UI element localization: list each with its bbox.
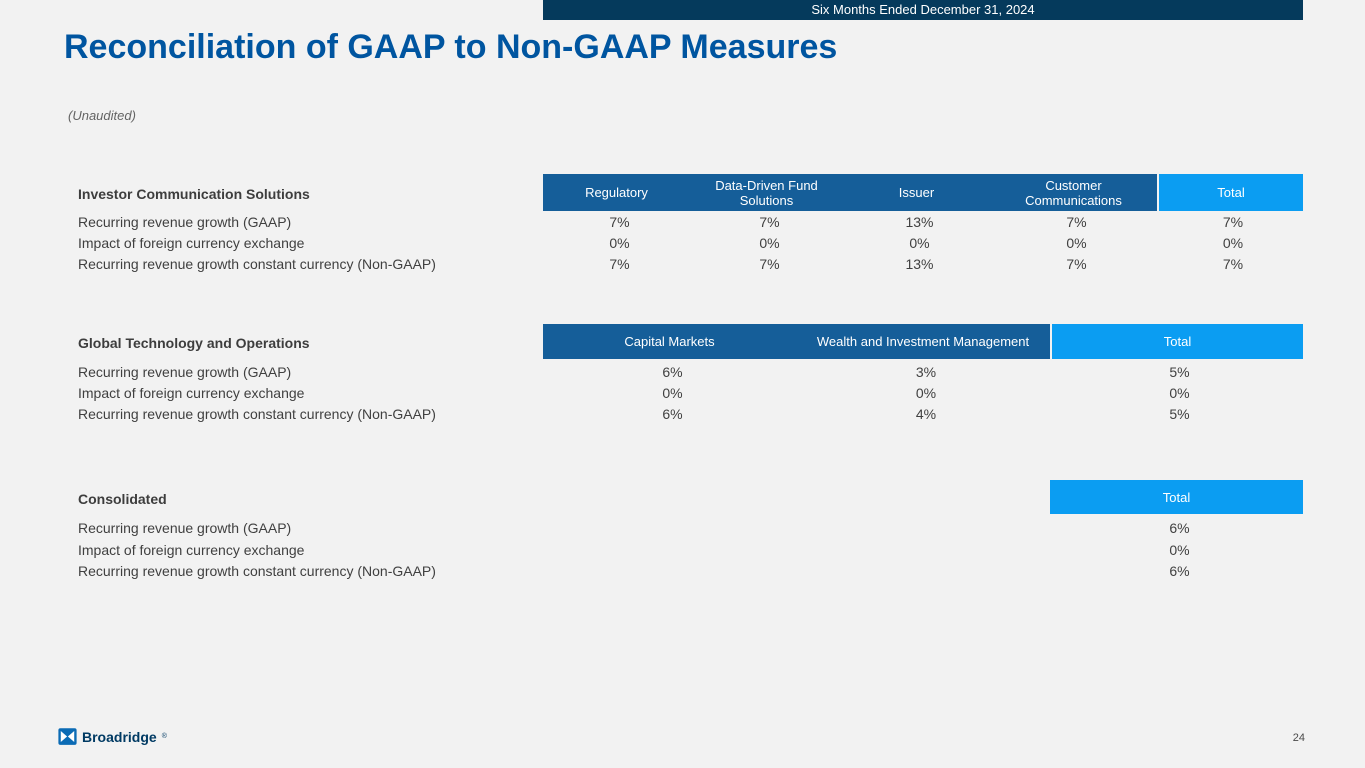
cell-value: 7%: [1066, 213, 1087, 230]
cell-value: 0%: [609, 234, 630, 251]
column-header-total: Total: [1159, 174, 1303, 211]
row-label: Recurring revenue growth (GAAP): [78, 519, 292, 536]
cell-value: 0%: [759, 234, 780, 251]
registered-mark: ®: [161, 733, 167, 740]
table-row: Recurring revenue growth constant curren…: [78, 403, 1303, 424]
table1-period-band: Six Months Ended December 31, 2024: [543, 0, 1303, 20]
row-label: Recurring revenue growth constant curren…: [78, 405, 436, 422]
cell-value: 7%: [1222, 213, 1244, 230]
cell-value: 7%: [1222, 255, 1244, 272]
cell-value: 13%: [905, 255, 934, 272]
cell-value: 6%: [662, 363, 683, 380]
cell-value: 0%: [1169, 384, 1190, 401]
cell-value: 0%: [1169, 541, 1190, 558]
row-label: Recurring revenue growth (GAAP): [78, 213, 292, 230]
column-header-regulatory: Regulatory: [543, 174, 690, 211]
cell-value: 7%: [759, 213, 780, 230]
table-row: Impact of foreign currency exchange 0% 0…: [78, 382, 1303, 403]
table1-header-row: Regulatory Data-Driven Fund Solutions Is…: [543, 174, 1303, 211]
table2-header-row: Capital Markets Wealth and Investment Ma…: [543, 324, 1303, 359]
table3-header-row: Total: [1050, 480, 1303, 514]
column-header-total: Total: [1050, 480, 1303, 514]
cell-value: 5%: [1169, 405, 1190, 422]
cell-value: 0%: [1222, 234, 1244, 251]
row-label: Recurring revenue growth (GAAP): [78, 363, 292, 380]
table-row: Recurring revenue growth constant curren…: [78, 253, 1303, 274]
table-row: Recurring revenue growth (GAAP) 7% 7% 13…: [78, 211, 1303, 232]
cell-value: 7%: [1066, 255, 1087, 272]
cell-value: 7%: [609, 213, 630, 230]
cell-value: 5%: [1169, 363, 1190, 380]
table-row: Impact of foreign currency exchange 0% 0…: [78, 232, 1303, 253]
cell-value: 13%: [905, 213, 934, 230]
cell-value: 6%: [1169, 519, 1190, 536]
table-row: Recurring revenue growth (GAAP) 6% 3% 5%: [78, 361, 1303, 382]
cell-value: 0%: [1066, 234, 1087, 251]
cell-value: 0%: [915, 384, 937, 401]
broadridge-logo: Broadridge ®: [58, 727, 167, 746]
column-header-issuer: Issuer: [843, 174, 990, 211]
row-label: Impact of foreign currency exchange: [78, 541, 305, 558]
row-label: Recurring revenue growth constant curren…: [78, 562, 436, 579]
table-row: Impact of foreign currency exchange 0%: [78, 539, 1303, 560]
unaudited-note: (Unaudited): [68, 108, 136, 123]
table-row: Recurring revenue growth (GAAP) 6%: [78, 517, 1303, 538]
cell-value: 6%: [662, 405, 683, 422]
cell-value: 0%: [909, 234, 930, 251]
section-label-global-technology-and-operations: Global Technology and Operations: [78, 335, 310, 351]
row-label: Impact of foreign currency exchange: [78, 234, 305, 251]
section-label-investor-communication-solutions: Investor Communication Solutions: [78, 186, 310, 202]
cell-value: 0%: [662, 384, 683, 401]
column-header-customer-communications: Customer Communications: [990, 174, 1157, 211]
cell-value: 3%: [915, 363, 937, 380]
cell-value: 6%: [1169, 562, 1190, 579]
column-header-total: Total: [1052, 324, 1303, 359]
row-label: Impact of foreign currency exchange: [78, 384, 305, 401]
section-label-consolidated: Consolidated: [78, 491, 167, 507]
broadridge-logo-icon: [58, 728, 77, 745]
table-row: Recurring revenue growth constant curren…: [78, 560, 1303, 581]
column-header-data-driven-fund-solutions: Data-Driven Fund Solutions: [690, 174, 843, 211]
cell-value: 4%: [915, 405, 937, 422]
broadridge-logo-text: Broadridge: [82, 728, 157, 745]
page-number: 24: [1292, 732, 1305, 744]
column-header-wealth-and-investment-management: Wealth and Investment Management: [796, 324, 1050, 359]
column-header-capital-markets: Capital Markets: [543, 324, 796, 359]
page-title: Reconciliation of GAAP to Non-GAAP Measu…: [64, 28, 838, 66]
cell-value: 7%: [759, 255, 780, 272]
cell-value: 7%: [609, 255, 630, 272]
row-label: Recurring revenue growth constant curren…: [78, 255, 436, 272]
